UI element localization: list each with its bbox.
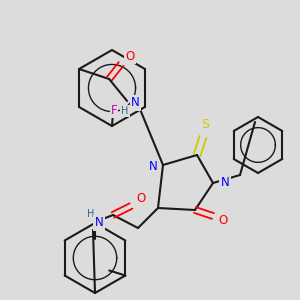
Text: F: F [111,103,117,116]
Text: O: O [125,50,135,62]
Text: N: N [148,160,158,173]
Text: N: N [94,217,103,230]
Text: N: N [131,97,140,110]
Text: H: H [122,106,129,116]
Text: N: N [220,176,230,190]
Text: H: H [87,209,95,219]
Text: O: O [218,214,228,226]
Text: S: S [201,118,209,131]
Text: O: O [136,193,146,206]
